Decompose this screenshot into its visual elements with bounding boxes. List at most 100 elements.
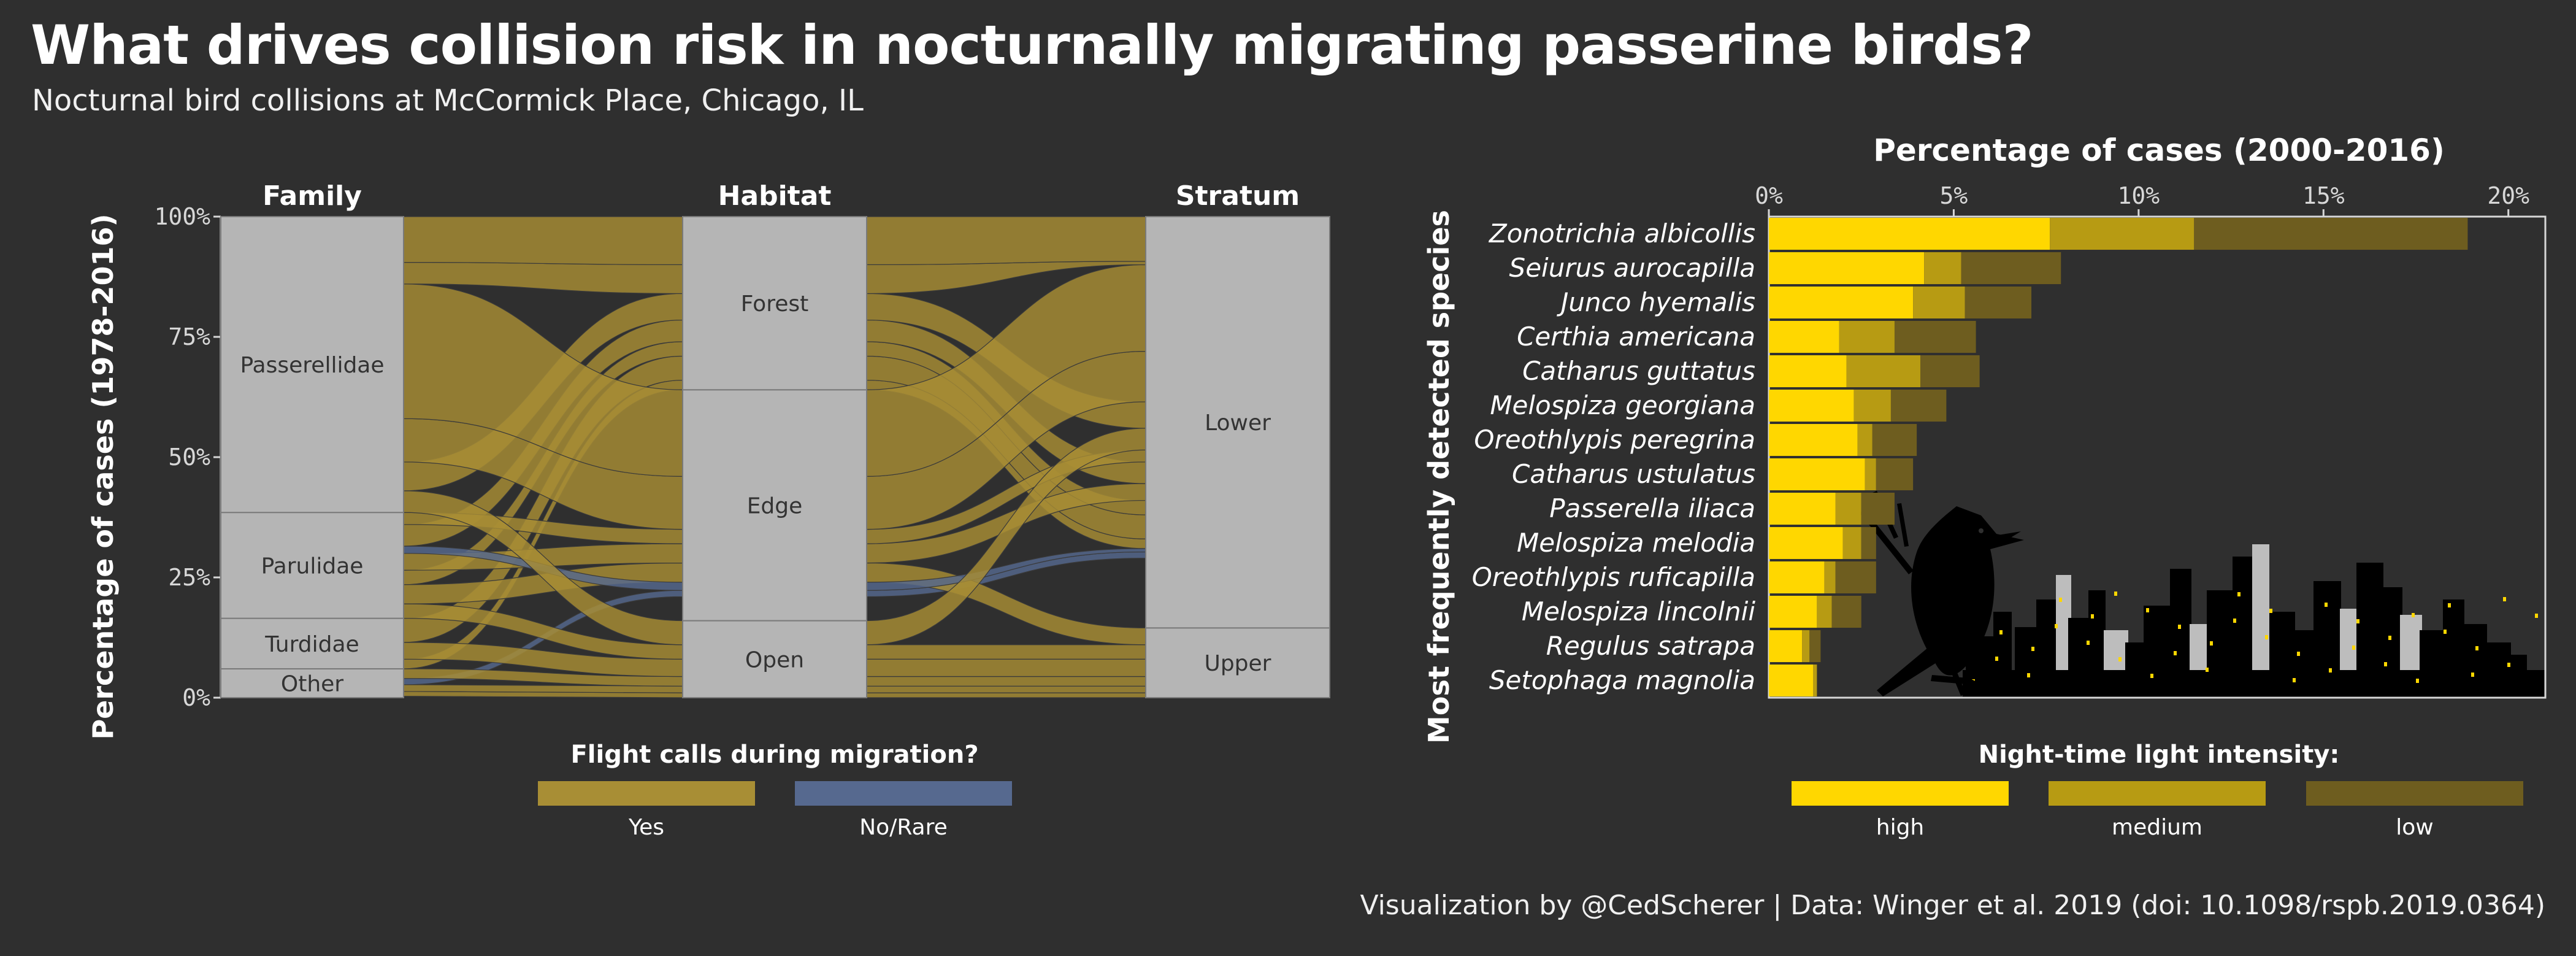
alluvial-flows <box>403 216 1146 698</box>
bar-segment-medium <box>1842 526 1861 560</box>
bar-segment-low <box>1835 561 1876 594</box>
x-tick-label: 0% <box>1755 182 1783 209</box>
stratum-label-turdidae: Turdidae <box>264 632 359 657</box>
flow-ribbon-habitat-stratum <box>866 676 1146 687</box>
alluvial-chart: Percentage of cases (1978-2016) 0% 25% 50%… <box>86 180 1330 740</box>
skyline-window-light <box>2475 646 2478 650</box>
bar-segment-medium <box>1839 320 1895 353</box>
axis-header-stratum: Stratum <box>1176 180 1300 212</box>
bar-x-ticks: 0% 5% 10% 15% 20% <box>1755 182 2529 217</box>
species-label: Junco hyemalis <box>1557 287 1755 317</box>
flow-ribbon-family-habitat <box>403 216 683 266</box>
stratum-block-turdidae <box>220 617 404 669</box>
bar-y-axis-label: Most frequently detected species <box>1422 210 1455 744</box>
skyline-window-light <box>2027 673 2030 677</box>
bar-segment-low <box>1876 458 1914 491</box>
skyline-window-light <box>2416 679 2419 683</box>
skyline-window-light <box>2471 673 2474 677</box>
skyline-window-light <box>1995 657 1998 661</box>
skyline-base <box>1963 670 2545 698</box>
skyline-window-light <box>2503 597 2506 601</box>
bar-segment-medium <box>1835 492 1861 525</box>
species-label: Certhia americana <box>1517 322 1755 352</box>
species-label: Melospiza georgiana <box>1490 390 1755 420</box>
skyline-window-light <box>2265 635 2268 639</box>
skyline-window-light <box>2091 614 2094 619</box>
stratum-label-upper: Upper <box>1204 651 1271 676</box>
flow-ribbon-habitat-stratum <box>866 685 1146 693</box>
skyline-window-light <box>2178 625 2181 629</box>
bar-segment-medium <box>1913 286 1965 319</box>
bar-segment-low <box>1961 252 2061 285</box>
bar-segment-medium <box>1824 561 1836 594</box>
legend-swatch-medium <box>2049 781 2266 806</box>
bar-segment-medium <box>1813 664 1817 697</box>
legend-swatch-high <box>1792 781 2009 806</box>
species-label: Setophaga magnolia <box>1489 665 1755 695</box>
skyline-window-light <box>2118 657 2122 661</box>
skyline-window-light <box>2269 609 2272 613</box>
bar-segment-low <box>1890 389 1947 422</box>
legend-label-yes: Yes <box>628 815 664 840</box>
legend-swatch-low <box>2306 781 2523 806</box>
bar-segment-high <box>1769 595 1817 628</box>
skyline-window-light <box>2297 652 2300 656</box>
light-intensity-legend: Night-time light intensity: high medium … <box>1792 741 2523 840</box>
skyline-window-light <box>2210 641 2213 646</box>
bar-segment-medium <box>1853 389 1891 422</box>
species-label: Passerella iliaca <box>1549 493 1755 523</box>
stratum-block-edge <box>682 389 867 622</box>
alluvial-axes: Family Other Turdidae Parulidae Passerellida… <box>220 180 1330 699</box>
skyline-window-light <box>2325 603 2328 607</box>
bar-segment-high <box>1769 492 1836 525</box>
species-label: Oreothlypis peregrina <box>1474 425 1755 455</box>
legend-label-low: low <box>2396 815 2433 840</box>
skyline-window-light <box>2329 668 2332 673</box>
skyline-window-light <box>2206 668 2209 672</box>
flight-call-legend-title: Flight calls during migration? <box>570 741 978 769</box>
bar-segment-low <box>1872 423 1917 457</box>
species-label: Melospiza melodia <box>1517 528 1755 558</box>
stratum-label-forest: Forest <box>741 291 808 317</box>
bar-segment-medium <box>2050 217 2195 250</box>
bar-segment-high <box>1769 320 1839 353</box>
skyline-window-light <box>1999 630 2003 634</box>
skyline-window-light <box>2031 647 2034 651</box>
flow-ribbon-habitat-stratum <box>866 644 1146 660</box>
y-tick-label: 25% <box>168 564 210 591</box>
skyline-window-light <box>2384 662 2387 666</box>
legend-swatch-yes <box>538 781 755 806</box>
skyline-window-light <box>2448 603 2451 607</box>
alluvial-y-ticks: 0% 25% 50% 75% 100% <box>154 203 222 711</box>
skyline-window-light <box>2412 613 2415 617</box>
stratum-label-lower: Lower <box>1205 411 1271 436</box>
y-tick-label: 50% <box>168 444 210 471</box>
bar-segment-medium <box>1857 423 1873 457</box>
stratum-label-passerellidae: Passerellidae <box>240 353 384 378</box>
stratum-label-edge: Edge <box>747 493 803 518</box>
bar-segment-medium <box>1846 355 1921 388</box>
city-skyline-illustration <box>1963 544 2545 698</box>
axis-header-family: Family <box>263 180 362 212</box>
skyline-window-light <box>2388 636 2391 640</box>
bar-segment-low <box>1809 630 1821 663</box>
species-labels: Zonotrichia albicollis Seiurus aurocapill… <box>1472 218 1756 695</box>
bar-segment-high <box>1769 561 1825 594</box>
skyline-window-light <box>2174 651 2177 655</box>
bar-segment-high <box>1769 664 1814 697</box>
legend-label-high: high <box>1876 815 1925 840</box>
page-subtitle: Nocturnal bird collisions at McCormick P… <box>32 83 864 118</box>
bar-segment-high <box>1769 252 1925 285</box>
bar-segment-low <box>1861 526 1876 560</box>
bar-segment-low <box>1920 355 1980 388</box>
skyline-window-light <box>2352 646 2355 650</box>
bar-chart-title: Percentage of cases (2000-2016) <box>1873 133 2445 168</box>
axis-header-habitat: Habitat <box>718 180 832 212</box>
bar-segment-low <box>1831 595 1861 628</box>
flow-ribbon-habitat-stratum <box>866 692 1146 698</box>
species-label: Oreothlypis ruficapilla <box>1472 562 1755 592</box>
skyline-window-light <box>2507 663 2510 667</box>
skyline-window-light <box>2356 619 2359 623</box>
skyline-window-light <box>2146 608 2149 612</box>
bar-segment-high <box>1769 355 1847 388</box>
